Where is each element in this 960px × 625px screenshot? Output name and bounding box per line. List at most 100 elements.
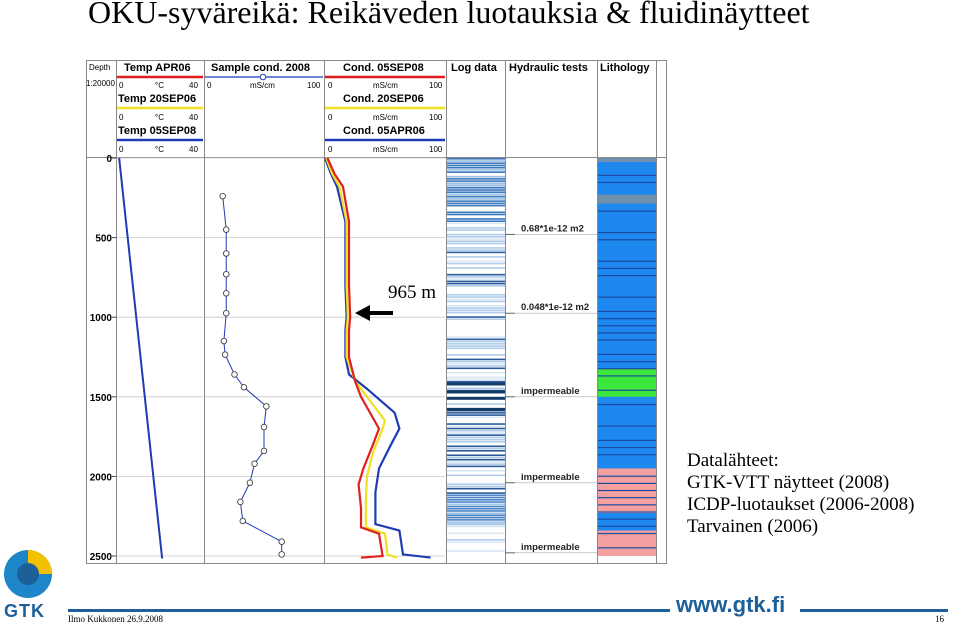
log-band	[447, 436, 505, 439]
depth-annotation-label: 965 m	[388, 282, 436, 303]
lithology-line	[598, 210, 656, 212]
lithology-line	[598, 174, 656, 176]
log-band	[447, 474, 505, 477]
log-band	[447, 503, 505, 506]
depth-tick-label: 1000	[90, 313, 113, 324]
log-band	[447, 218, 505, 220]
log-band	[447, 400, 505, 403]
log-band	[447, 184, 505, 187]
log-band	[447, 485, 505, 488]
log-band	[447, 519, 505, 521]
lithology-line	[598, 403, 656, 406]
log-band	[447, 191, 505, 194]
log-band	[447, 443, 505, 446]
log-band	[447, 318, 505, 321]
conductivity-line	[323, 157, 431, 559]
log-data-track	[447, 158, 505, 557]
lithology-line	[598, 239, 656, 241]
source-item: ICDP-luotaukset (2006-2008)	[687, 494, 915, 515]
data-sources: Datalähteet: GTK-VTT näytteet (2008) ICD…	[687, 450, 914, 538]
hydraulic-test-label: impermeable	[521, 542, 580, 553]
lithology-layer	[598, 194, 656, 204]
sample-point	[260, 447, 268, 455]
sample-point	[263, 403, 270, 410]
temp-legend-min: 0	[119, 81, 124, 90]
lithology-line	[598, 332, 656, 334]
log-band	[447, 425, 505, 428]
lithology-line	[598, 389, 656, 391]
log-band	[447, 276, 505, 278]
log-band	[447, 220, 505, 223]
log-band	[447, 345, 505, 347]
lithology-layer	[598, 530, 656, 556]
hydraulic-test-label: impermeable	[521, 472, 580, 483]
lithology-line	[598, 497, 656, 499]
log-band	[447, 536, 505, 539]
sample-point	[222, 309, 230, 317]
depth-tick-label: 0	[106, 154, 112, 165]
cond-legend-unit: mS/cm	[373, 145, 398, 154]
column-separators	[116, 60, 657, 563]
log-band	[447, 405, 505, 408]
log-band	[447, 461, 505, 463]
lithology-line	[598, 454, 656, 456]
lithology-line	[598, 339, 656, 341]
log-band	[447, 336, 505, 338]
log-band	[447, 224, 505, 227]
sample-point	[278, 551, 285, 558]
depth-axis: 0 500 1000 1500 2000 2500	[90, 154, 116, 563]
footer-url-link[interactable]: www.gtk.fi	[676, 592, 786, 617]
lithology-line	[598, 368, 656, 370]
log-band	[447, 507, 505, 510]
log-band	[447, 291, 505, 294]
sample-point	[231, 371, 238, 378]
log-band	[447, 496, 505, 499]
log-band	[447, 164, 505, 167]
log-band	[447, 280, 505, 283]
log-band	[447, 322, 505, 325]
log-band	[447, 449, 505, 452]
sample-point	[222, 226, 230, 233]
log-band	[447, 253, 505, 256]
cond-legend-min: 0	[328, 81, 333, 90]
cond-legend-unit: mS/cm	[373, 81, 398, 90]
log-band	[447, 309, 505, 312]
source-item: Tarvainen (2006)	[687, 516, 819, 537]
log-band	[447, 456, 505, 459]
lithology-line	[598, 489, 656, 492]
log-band	[447, 527, 505, 531]
col-header-cond: Cond. 05SEP08	[343, 62, 424, 74]
log-band	[447, 476, 505, 479]
temp-legend-label: Temp 05SEP08	[118, 125, 196, 137]
depth-tick-label: 2000	[90, 472, 113, 483]
log-band	[447, 158, 505, 160]
log-band	[447, 499, 505, 501]
log-band	[447, 530, 505, 533]
log-band	[447, 171, 505, 173]
log-band	[447, 554, 505, 557]
log-band	[447, 492, 505, 494]
lithology-line	[598, 532, 656, 535]
sample-point	[278, 538, 285, 545]
conductivity-line	[325, 157, 398, 559]
lithology-line	[598, 181, 656, 184]
log-band	[447, 305, 505, 307]
log-band	[447, 429, 505, 432]
sample-point	[219, 192, 226, 200]
log-band	[447, 186, 505, 189]
log-band	[447, 481, 505, 483]
lithology-line	[598, 296, 656, 298]
log-band	[447, 414, 505, 416]
log-band	[447, 195, 505, 198]
log-band	[447, 374, 505, 377]
log-band	[447, 249, 505, 251]
cond-legend-max: 100	[429, 113, 443, 122]
log-band	[447, 441, 505, 443]
log-band	[447, 532, 505, 535]
conductivity-track	[323, 157, 431, 559]
log-band	[447, 501, 505, 503]
log-band	[447, 545, 505, 548]
log-band	[447, 169, 505, 171]
log-band	[447, 244, 505, 247]
